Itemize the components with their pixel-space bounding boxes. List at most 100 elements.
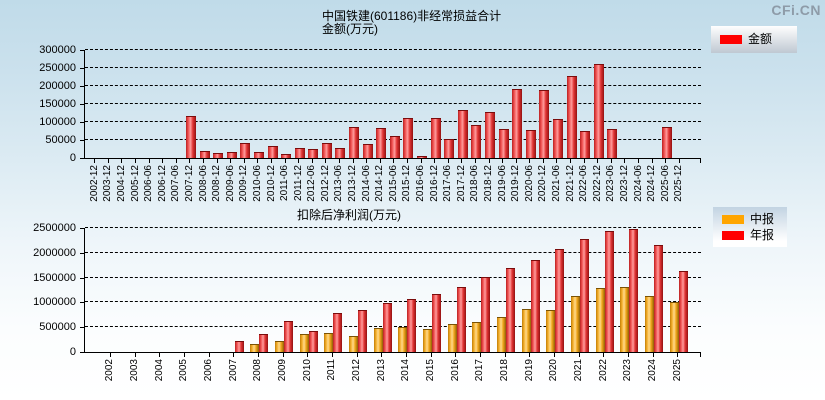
x-axis-tick-label: 2015-12 — [401, 165, 413, 202]
category-slot — [642, 228, 667, 352]
x-axis-slot: 2007-12 — [183, 159, 197, 202]
x-axis-tick-label: 2025-06 — [659, 165, 671, 202]
y-axis-tick-label: 300000 — [39, 44, 76, 56]
x-axis-tick-label: 2019 — [523, 359, 535, 382]
x-axis-tick — [627, 353, 629, 357]
amount-legend-swatch — [720, 35, 742, 44]
bar — [349, 127, 360, 158]
category-slot — [198, 228, 223, 352]
gridline — [85, 276, 701, 278]
category-slot — [592, 228, 617, 352]
category-slot — [518, 228, 543, 352]
x-axis-slot: 2018 — [493, 353, 518, 381]
x-axis-tick — [208, 353, 210, 357]
category-slot — [538, 50, 552, 158]
x-axis-tick-label: 2002 — [104, 359, 116, 382]
y-axis-tick-label: 50000 — [45, 134, 76, 146]
gridline — [85, 251, 701, 253]
bar — [284, 320, 294, 352]
bar — [398, 326, 408, 352]
x-axis-tick-label: 2011 — [326, 359, 338, 381]
x-axis-tick — [529, 353, 531, 357]
bar — [294, 148, 305, 158]
y-axis-tick-label: 1500000 — [33, 271, 76, 284]
bar — [593, 64, 604, 158]
y-axis-tick — [80, 158, 84, 159]
bar — [308, 331, 318, 352]
bar — [362, 144, 373, 158]
bar — [497, 316, 507, 352]
x-axis-slot: 2016-06 — [414, 159, 428, 202]
bottom-chart-title: 扣除后净利润(万元) — [297, 208, 401, 222]
x-axis-slot: 2022 — [591, 353, 616, 381]
x-axis-tick — [325, 159, 327, 163]
x-axis-tick — [406, 159, 408, 163]
x-axis-slot: 2016 — [443, 353, 468, 381]
bar — [481, 277, 491, 352]
x-axis-slot: 2018-06 — [469, 159, 483, 202]
category-slot — [568, 228, 593, 352]
x-axis-tick-label: 2011-12 — [292, 165, 304, 201]
category-slot — [388, 50, 402, 158]
category-slot — [666, 228, 691, 352]
y-axis-tick — [80, 140, 84, 141]
x-axis-slot: 2015 — [419, 353, 444, 381]
x-axis-slot: 2023 — [616, 353, 641, 381]
bar — [456, 286, 466, 352]
x-axis-slot: 2020-12 — [537, 159, 551, 202]
x-axis-tick — [393, 159, 395, 163]
bar — [472, 321, 482, 352]
x-axis-tick-label: 2016 — [449, 359, 461, 382]
bar — [275, 340, 285, 352]
x-axis-tick — [356, 353, 358, 357]
bar — [423, 328, 433, 352]
x-axis-slot: 2015-06 — [387, 159, 401, 202]
x-axis-tick-label: 2003 — [129, 359, 140, 382]
x-axis-tick-label: 2005 — [178, 359, 190, 382]
y-axis-tick — [80, 327, 84, 329]
bar — [299, 334, 309, 352]
x-axis-tick-label: 2008-12 — [211, 165, 223, 202]
y-axis-tick — [80, 122, 84, 123]
bar — [552, 118, 563, 158]
gridline — [85, 121, 701, 122]
x-axis-tick-label: 2023 — [622, 359, 634, 382]
bar — [555, 248, 565, 352]
category-slot — [279, 50, 293, 158]
x-axis-tick — [420, 159, 422, 163]
x-axis-tick-label: 2013 — [375, 359, 387, 382]
x-axis-slot: 2021-12 — [564, 159, 578, 202]
y-axis-tick-label: 2000000 — [33, 246, 76, 259]
x-axis-tick-label: 2011-06 — [279, 165, 291, 201]
y-axis-tick — [80, 86, 84, 87]
x-axis-slot: 2020-06 — [523, 159, 537, 202]
x-axis-slot: 2022-12 — [591, 159, 605, 202]
x-axis-slot: 2025 — [665, 353, 690, 381]
category-slot — [619, 50, 633, 158]
x-axis-tick — [542, 159, 544, 163]
x-axis-tick-label: 2024 — [647, 359, 659, 382]
bar — [335, 148, 346, 158]
x-axis-tick — [284, 159, 286, 163]
x-axis-tick — [651, 159, 653, 163]
x-axis-tick-label: 2014 — [400, 359, 412, 382]
category-slot — [565, 50, 579, 158]
category-slot — [633, 50, 647, 158]
category-slot — [469, 228, 494, 352]
y-axis-tick-label: 0 — [69, 346, 76, 358]
category-slot — [225, 50, 239, 158]
x-axis-tick — [230, 159, 232, 163]
x-axis-tick — [282, 353, 284, 357]
category-slot — [483, 50, 497, 158]
category-slot — [444, 228, 469, 352]
gridline — [85, 85, 701, 86]
x-axis-tick — [515, 159, 517, 163]
category-slot — [510, 50, 524, 158]
bar — [403, 118, 414, 158]
bar — [389, 136, 400, 158]
x-axis-tick-label: 2008 — [252, 359, 264, 382]
category-slot — [272, 228, 297, 352]
x-axis-end-tick — [700, 353, 701, 357]
category-slot — [456, 50, 470, 158]
